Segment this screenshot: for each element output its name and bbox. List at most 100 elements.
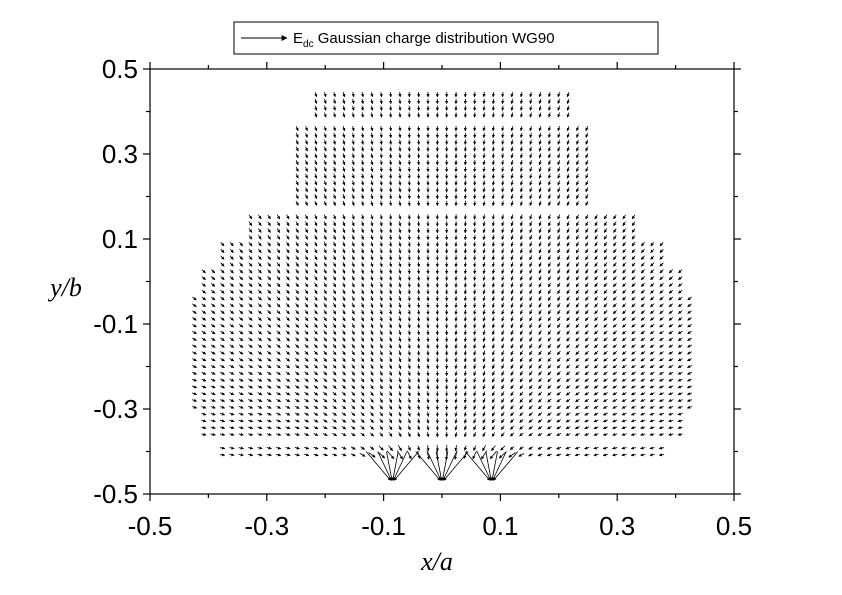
field-arrow: [360, 357, 365, 363]
field-arrow: [650, 282, 655, 287]
field-arrow: [491, 323, 496, 329]
field-arrow: [482, 180, 486, 186]
field-arrow: [473, 261, 477, 268]
field-arrow: [407, 450, 412, 460]
field-arrow: [323, 296, 327, 301]
field-arrow: [370, 275, 374, 281]
field-arrow: [491, 193, 496, 200]
field-arrow: [304, 419, 310, 423]
field-arrow: [640, 426, 646, 430]
field-arrow: [557, 262, 561, 268]
field-arrow: [585, 160, 589, 166]
field-arrow: [510, 275, 514, 281]
field-arrow: [285, 309, 290, 315]
field-arrow: [313, 412, 319, 416]
field-arrow: [304, 371, 309, 376]
field-arrow: [585, 289, 589, 294]
field-arrow: [323, 309, 327, 315]
field-arrow: [220, 371, 225, 375]
field-arrow: [398, 391, 402, 397]
field-arrow: [441, 451, 449, 481]
field-arrow: [585, 248, 589, 254]
x-tick-label: 0.1: [482, 511, 518, 541]
field-arrow: [342, 364, 346, 369]
field-arrow: [659, 289, 664, 294]
field-arrow: [576, 139, 580, 145]
field-arrow: [585, 241, 589, 247]
field-arrow: [266, 371, 272, 376]
field-arrow: [548, 214, 552, 220]
field-arrow: [501, 248, 505, 254]
field-arrow: [565, 446, 571, 450]
y-tick-label: 0.1: [102, 224, 138, 254]
field-arrow: [640, 371, 646, 375]
field-arrow: [640, 405, 646, 409]
field-arrow: [548, 139, 552, 145]
field-arrow: [407, 227, 411, 234]
field-arrow: [529, 112, 533, 118]
field-arrow: [370, 384, 374, 390]
field-arrow: [360, 241, 364, 247]
field-arrow: [295, 228, 299, 233]
field-arrow: [640, 392, 646, 396]
field-arrow: [603, 269, 608, 274]
field-arrow: [510, 180, 514, 186]
field-arrow: [210, 412, 216, 416]
field-arrow: [379, 261, 383, 268]
field-arrow: [650, 310, 655, 315]
field-arrow: [220, 303, 225, 308]
field-arrow: [370, 302, 374, 308]
field-arrow: [668, 398, 674, 402]
field-arrow: [295, 166, 299, 172]
field-arrow: [257, 303, 262, 308]
field-arrow: [482, 295, 486, 302]
field-arrow: [528, 432, 534, 437]
field-arrow: [548, 180, 552, 186]
field-arrow: [576, 160, 580, 166]
field-arrow: [519, 398, 524, 403]
field-arrow: [594, 269, 598, 274]
field-arrow: [323, 214, 327, 220]
field-arrow: [322, 432, 328, 436]
field-arrow: [285, 392, 291, 396]
field-arrow: [510, 405, 514, 410]
field-arrow: [594, 337, 599, 342]
field-arrow: [538, 371, 542, 376]
field-arrow: [351, 241, 355, 247]
field-arrow: [566, 350, 571, 356]
field-arrow: [351, 125, 355, 132]
field-arrow: [238, 323, 244, 328]
field-arrow: [398, 289, 402, 295]
field-arrow: [285, 303, 290, 308]
field-arrow: [323, 180, 327, 186]
field-arrow: [556, 330, 561, 335]
field-arrow: [631, 214, 636, 220]
field-arrow: [304, 153, 308, 159]
field-arrow: [566, 337, 571, 342]
field-arrow: [613, 241, 617, 247]
field-arrow: [360, 159, 365, 166]
field-arrow: [482, 350, 486, 356]
field-arrow: [229, 303, 234, 308]
field-arrow: [547, 316, 552, 322]
field-arrow: [594, 221, 598, 227]
field-arrow: [370, 323, 374, 329]
field-arrow: [220, 282, 225, 287]
field-arrow: [314, 98, 318, 104]
field-arrow: [547, 282, 552, 288]
field-arrow: [574, 426, 580, 430]
field-arrow: [314, 139, 318, 145]
field-arrow: [258, 228, 262, 233]
field-arrow: [379, 391, 383, 397]
field-arrow: [267, 269, 272, 274]
field-arrow: [294, 419, 300, 423]
field-arrow: [621, 426, 627, 430]
field-arrow: [621, 357, 627, 362]
field-arrow: [491, 418, 496, 424]
field-arrow: [556, 350, 561, 356]
field-arrow: [238, 446, 244, 450]
field-arrow: [351, 91, 355, 98]
field-arrow: [465, 451, 491, 481]
field-arrow: [612, 364, 618, 369]
field-arrow: [201, 385, 207, 389]
